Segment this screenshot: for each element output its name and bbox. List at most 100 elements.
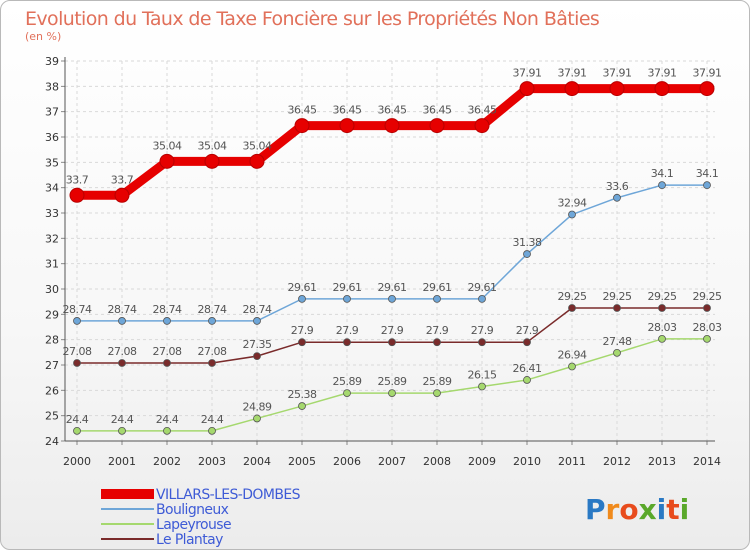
y-tick-label: 26 xyxy=(45,384,59,397)
data-point xyxy=(658,181,666,190)
data-label: 31.38 xyxy=(513,236,542,249)
proxiti-logo: Proxiti xyxy=(585,493,689,526)
x-tick-label: 2004 xyxy=(243,455,271,468)
y-tick-label: 34 xyxy=(45,182,59,195)
y-tick-label: 37 xyxy=(45,106,59,119)
data-point xyxy=(249,153,265,169)
data-point xyxy=(69,187,85,203)
data-point xyxy=(613,304,621,312)
data-label: 27.9 xyxy=(426,324,449,337)
data-label: 29.61 xyxy=(288,281,317,294)
data-label: 28.74 xyxy=(243,303,272,316)
x-tick-label: 2012 xyxy=(603,455,631,468)
chart-title: Evolution du Taux de Taxe Foncière sur l… xyxy=(25,8,599,30)
data-point xyxy=(343,294,351,303)
data-point xyxy=(433,294,441,303)
data-label: 29.61 xyxy=(333,281,362,294)
data-label: 37.91 xyxy=(603,67,632,80)
data-label: 24.89 xyxy=(243,400,272,413)
data-point xyxy=(388,294,396,303)
x-tick-label: 2005 xyxy=(288,455,316,468)
data-point xyxy=(568,362,576,371)
x-tick-label: 2009 xyxy=(468,455,496,468)
data-point xyxy=(388,338,396,347)
data-point xyxy=(163,317,171,325)
x-tick-label: 2006 xyxy=(333,455,361,468)
data-label: 29.61 xyxy=(468,281,497,294)
data-label: 37.91 xyxy=(693,67,722,80)
data-point xyxy=(564,81,580,97)
y-tick-label: 25 xyxy=(45,410,59,423)
data-point xyxy=(253,317,261,325)
x-tick-label: 2001 xyxy=(108,455,136,468)
data-point xyxy=(298,338,306,347)
data-label: 24.4 xyxy=(156,413,179,426)
data-label: 35.04 xyxy=(243,139,272,152)
axes: 24 25 26 27 28 29 30 31 32 33 34 35 36 37 38 39 2000 2001… xyxy=(45,55,721,468)
data-label: 29.25 xyxy=(693,290,722,303)
y-tick-label: 32 xyxy=(45,232,59,245)
data-label: 24.4 xyxy=(111,413,134,426)
data-point xyxy=(433,389,441,398)
data-label: 27.35 xyxy=(243,338,272,351)
data-point xyxy=(703,181,711,190)
data-point xyxy=(523,376,531,384)
data-label: 27.9 xyxy=(471,324,494,337)
data-label: 27.48 xyxy=(603,335,632,348)
data-point xyxy=(568,210,576,219)
data-point xyxy=(523,338,531,347)
data-label: 24.4 xyxy=(66,413,89,426)
data-point xyxy=(73,359,81,367)
data-point xyxy=(658,335,666,343)
chart-subtitle: (en %) xyxy=(25,30,61,43)
x-tick-label: 2013 xyxy=(648,455,676,468)
data-label: 27.08 xyxy=(108,345,137,358)
data-point xyxy=(703,335,711,343)
data-label: 36.45 xyxy=(423,104,452,117)
data-label: 29.25 xyxy=(558,290,587,303)
data-label: 27.08 xyxy=(63,345,92,358)
data-point xyxy=(609,81,625,97)
brand-logo-text: Proxiti xyxy=(585,493,689,526)
x-tick-label: 2003 xyxy=(198,455,226,468)
y-tick-label: 33 xyxy=(45,207,59,220)
data-label: 35.04 xyxy=(198,139,227,152)
data-label: 27.08 xyxy=(198,345,227,358)
x-tick-label: 2008 xyxy=(423,455,451,468)
y-tick-label: 28 xyxy=(45,334,59,347)
data-label: 27.08 xyxy=(153,345,182,358)
data-label: 32.94 xyxy=(558,197,587,210)
data-point xyxy=(388,389,396,398)
data-label: 35.04 xyxy=(153,139,182,152)
data-label: 28.74 xyxy=(108,303,137,316)
data-label: 34.1 xyxy=(651,167,674,180)
data-point xyxy=(118,317,126,325)
data-point xyxy=(208,317,216,325)
data-label: 37.91 xyxy=(513,67,542,80)
data-point xyxy=(384,118,400,134)
data-point xyxy=(118,359,126,367)
data-point xyxy=(474,118,490,134)
data-label: 25.89 xyxy=(333,375,362,388)
data-label: 34.1 xyxy=(696,167,719,180)
data-label: 28.03 xyxy=(693,321,722,334)
data-point xyxy=(433,338,441,347)
data-point xyxy=(339,118,355,134)
data-point xyxy=(654,81,670,97)
data-label: 26.41 xyxy=(513,362,542,375)
y-tick-label: 31 xyxy=(45,258,59,271)
y-tick-label: 39 xyxy=(45,55,59,68)
data-point xyxy=(253,352,261,361)
data-point xyxy=(208,426,216,435)
data-label: 24.4 xyxy=(201,413,224,426)
data-point xyxy=(478,338,486,347)
legend: VILLARS-LES-DOMBESBouligneuxLapeyrouseLe… xyxy=(101,487,301,548)
data-point xyxy=(343,389,351,398)
data-label: 37.91 xyxy=(648,67,677,80)
data-point xyxy=(343,338,351,347)
data-label: 37.91 xyxy=(558,67,587,80)
data-label: 25.89 xyxy=(423,375,452,388)
data-point xyxy=(298,402,306,410)
data-point xyxy=(118,426,126,435)
